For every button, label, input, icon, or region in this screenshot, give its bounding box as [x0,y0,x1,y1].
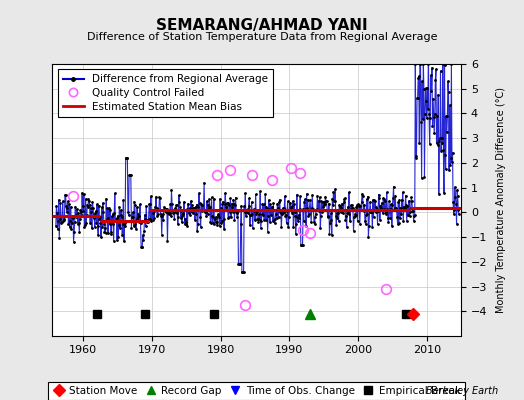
Text: Berkeley Earth: Berkeley Earth [425,386,498,396]
Y-axis label: Monthly Temperature Anomaly Difference (°C): Monthly Temperature Anomaly Difference (… [496,87,506,313]
Text: SEMARANG/AHMAD YANI: SEMARANG/AHMAD YANI [156,18,368,33]
Legend: Station Move, Record Gap, Time of Obs. Change, Empirical Break: Station Move, Record Gap, Time of Obs. C… [48,382,465,400]
Text: Difference of Station Temperature Data from Regional Average: Difference of Station Temperature Data f… [87,32,437,42]
